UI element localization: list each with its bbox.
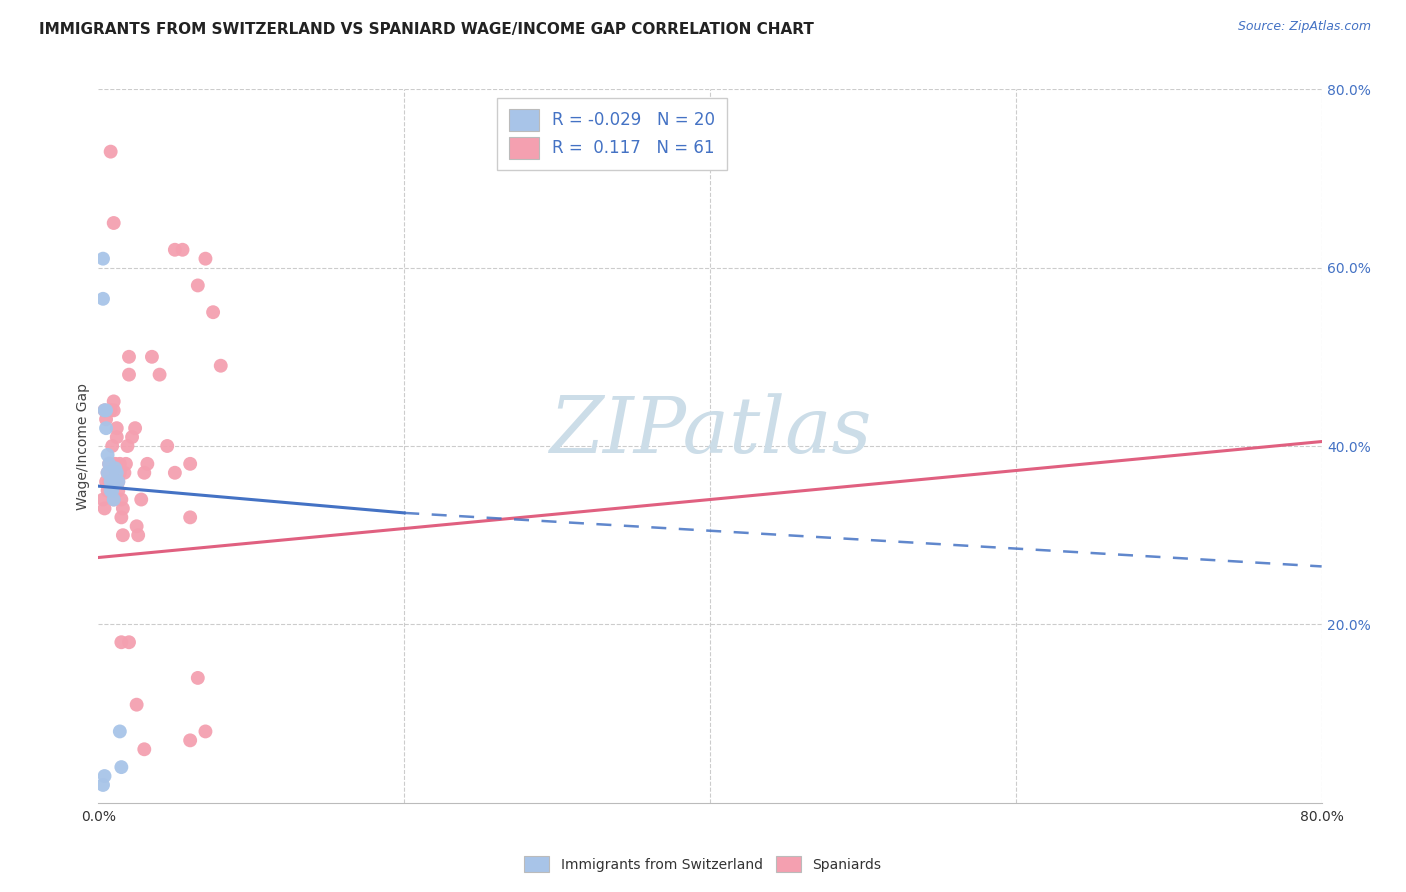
Point: [107, 475, 129, 489]
Point: [93, 403, 115, 417]
Point: [98, 475, 121, 489]
Point: [98, 457, 121, 471]
Point: [103, 394, 125, 409]
Point: [172, 243, 194, 257]
Point: [121, 430, 143, 444]
Point: [91, 778, 114, 792]
Point: [107, 483, 129, 498]
Point: [110, 510, 132, 524]
Text: IMMIGRANTS FROM SWITZERLAND VS SPANIARD WAGE/INCOME GAP CORRELATION CHART: IMMIGRANTS FROM SWITZERLAND VS SPANIARD …: [39, 22, 814, 37]
Legend: Immigrants from Switzerland, Spaniards: Immigrants from Switzerland, Spaniards: [519, 851, 887, 878]
Y-axis label: Wage/Income Gap: Wage/Income Gap: [76, 383, 90, 509]
Point: [125, 698, 148, 712]
Point: [118, 635, 141, 649]
Point: [91, 252, 114, 266]
Point: [107, 475, 129, 489]
Point: [141, 350, 163, 364]
Point: [91, 492, 114, 507]
Point: [125, 519, 148, 533]
Point: [93, 501, 115, 516]
Point: [105, 430, 128, 444]
Point: [94, 403, 117, 417]
Point: [97, 483, 120, 498]
Point: [209, 359, 232, 373]
Point: [93, 769, 115, 783]
Point: [118, 368, 141, 382]
Point: [103, 492, 125, 507]
Point: [156, 439, 179, 453]
Point: [105, 466, 128, 480]
Point: [179, 510, 201, 524]
Point: [100, 475, 122, 489]
Point: [127, 528, 149, 542]
Point: [100, 483, 122, 498]
Point: [117, 439, 139, 453]
Point: [194, 724, 217, 739]
Point: [105, 421, 128, 435]
Point: [202, 305, 225, 319]
Point: [134, 742, 156, 756]
Point: [94, 475, 117, 489]
Point: [129, 492, 152, 507]
Point: [104, 466, 127, 480]
Point: [100, 145, 122, 159]
Point: [100, 483, 122, 498]
Point: [115, 457, 138, 471]
Point: [110, 635, 132, 649]
Point: [103, 216, 125, 230]
Point: [187, 671, 209, 685]
Point: [108, 466, 131, 480]
Point: [91, 292, 114, 306]
Point: [110, 492, 132, 507]
Point: [187, 278, 209, 293]
Point: [101, 439, 124, 453]
Point: [179, 457, 201, 471]
Point: [179, 733, 201, 747]
Legend: R = -0.029   N = 20, R =  0.117   N = 61: R = -0.029 N = 20, R = 0.117 N = 61: [498, 97, 727, 170]
Point: [118, 350, 141, 364]
Point: [134, 466, 156, 480]
Point: [103, 492, 125, 507]
Point: [111, 528, 134, 542]
Point: [103, 475, 125, 489]
Point: [97, 466, 120, 480]
Point: [101, 483, 124, 498]
Point: [111, 501, 134, 516]
Point: [93, 403, 115, 417]
Point: [136, 457, 159, 471]
Point: [104, 461, 127, 475]
Point: [97, 466, 120, 480]
Point: [100, 403, 122, 417]
Point: [112, 466, 135, 480]
Point: [94, 421, 117, 435]
Point: [110, 760, 132, 774]
Text: ZIPatlas: ZIPatlas: [548, 393, 872, 470]
Point: [97, 448, 120, 462]
Point: [104, 457, 127, 471]
Text: Source: ZipAtlas.com: Source: ZipAtlas.com: [1237, 20, 1371, 33]
Point: [124, 421, 146, 435]
Point: [108, 724, 131, 739]
Point: [163, 243, 186, 257]
Point: [94, 412, 117, 426]
Point: [98, 457, 121, 471]
Point: [103, 403, 125, 417]
Point: [149, 368, 172, 382]
Point: [163, 466, 186, 480]
Point: [108, 457, 131, 471]
Point: [101, 475, 124, 489]
Point: [194, 252, 217, 266]
